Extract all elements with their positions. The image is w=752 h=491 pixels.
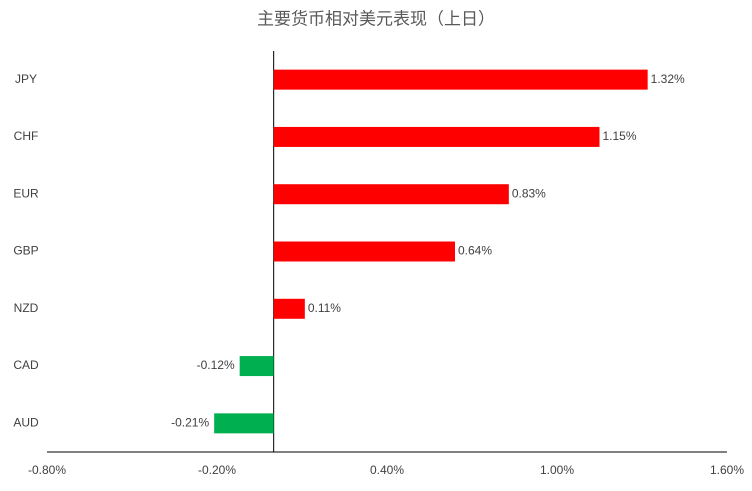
value-label: -0.12% [197,358,235,372]
value-label: 0.83% [512,186,546,200]
x-tick-label: 1.60% [710,463,744,477]
bar [273,241,455,262]
bar [214,413,274,434]
y-tick-label: CHF [14,129,39,143]
x-tick-label: 0.40% [370,463,404,477]
bar [239,356,274,377]
value-label: 0.11% [308,301,341,315]
y-tick-label: AUD [13,416,39,430]
chart-title: 主要货币相对美元表现（上日） [257,9,495,28]
value-label: 1.15% [603,129,637,143]
x-tick-label: 1.00% [540,463,574,477]
bar [273,298,305,319]
y-tick-label: NZD [14,301,39,315]
value-label: 0.64% [458,244,492,258]
bar [273,69,648,90]
y-tick-label: JPY [15,72,37,86]
x-tick-label: -0.80% [28,463,66,477]
bar [273,126,600,147]
value-label: -0.21% [171,416,209,430]
y-tick-label: CAD [13,358,39,372]
value-label: 1.32% [651,72,685,86]
y-tick-label: GBP [13,244,38,258]
y-tick-label: EUR [13,186,39,200]
x-tick-label: -0.20% [198,463,236,477]
bar [273,184,509,205]
